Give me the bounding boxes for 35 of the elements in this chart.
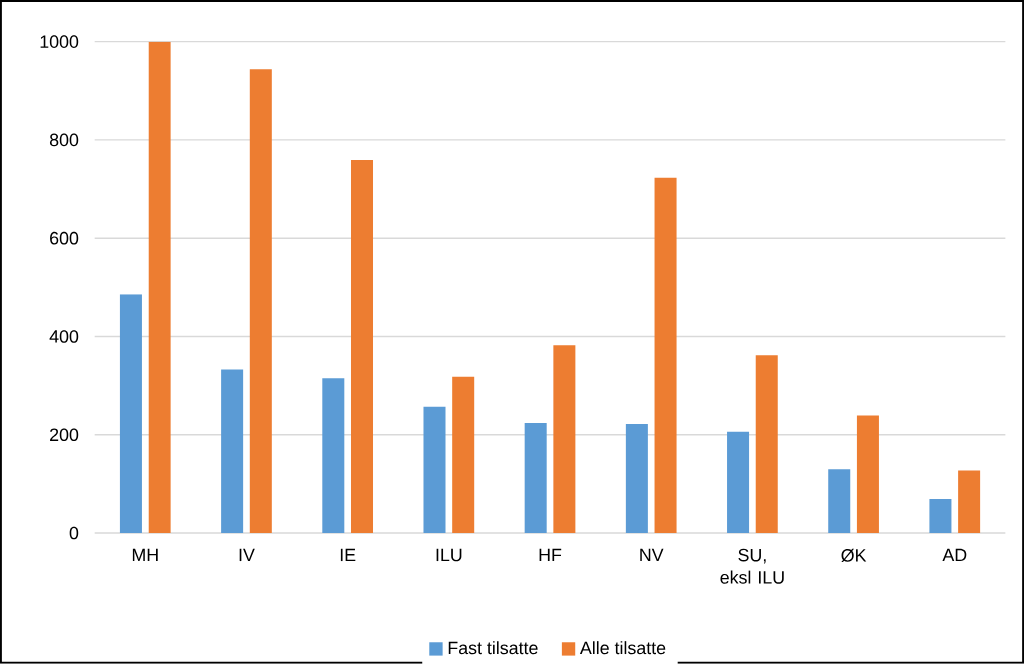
bar [828,469,851,533]
legend-label: Alle tilsatte [579,641,666,655]
x-tick-label: ØK [841,548,867,562]
x-tick-label: SU, eksl ILU [720,548,784,584]
x-tick-label: NV [640,548,664,562]
bar [625,423,648,533]
bar [958,470,981,533]
bar [727,431,750,533]
x-tick-label: IE [340,548,356,562]
bar [929,499,952,533]
bar [755,355,778,533]
legend-label: Fast tilsatte [448,641,538,655]
bar [249,69,272,533]
x-tick-label: HF [539,548,562,562]
x-tick-label: MH [132,548,158,562]
x-tick-label: IV [239,548,255,562]
bar [423,406,446,533]
bar [119,294,142,533]
bar [553,345,576,533]
y-tick-label: 200 [50,428,79,442]
x-tick-label: ILU [436,548,462,562]
bar [452,376,475,533]
y-tick-label: 1000 [40,35,79,48]
y-tick-label: 800 [49,133,79,147]
x-tick-label: AD [942,548,967,562]
bar [856,415,879,533]
bar [148,41,171,533]
bar [350,160,374,533]
y-tick-label: 600 [50,231,79,245]
y-tick-label: 400 [49,330,79,343]
bar [654,177,677,533]
bar [524,422,547,533]
y-tick-label: 0 [69,526,79,540]
bar [322,378,345,533]
bar [221,369,244,533]
